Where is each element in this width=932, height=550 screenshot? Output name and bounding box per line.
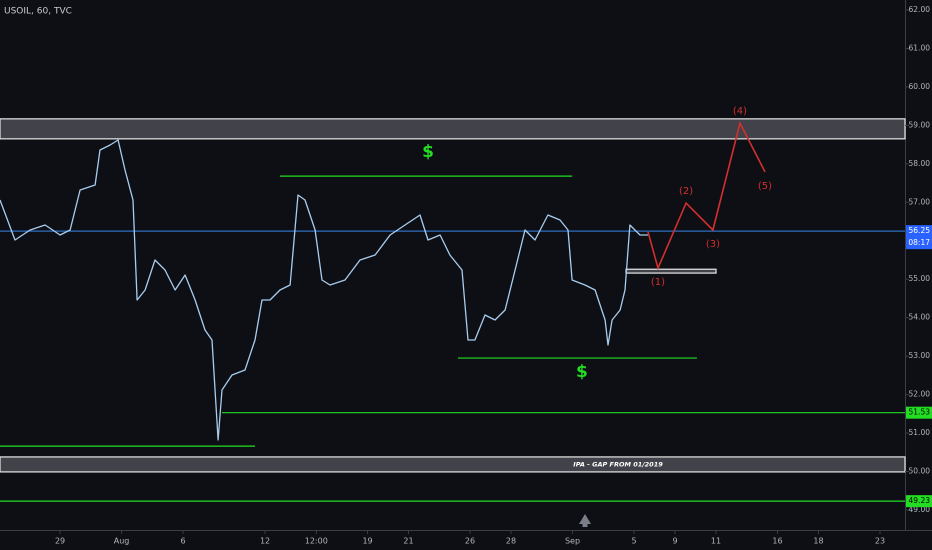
x-tick-label: 16: [772, 537, 782, 546]
wave-label: (4): [733, 106, 747, 117]
price-badge-label: 49.23: [909, 496, 931, 505]
x-tick-label: 26: [465, 537, 475, 546]
x-tick-label: 11: [711, 537, 721, 546]
x-tick-label: 28: [506, 537, 516, 546]
x-tick-label: 12: [260, 537, 270, 546]
price-badge: [906, 406, 932, 419]
y-tick-label: 62.00: [909, 5, 931, 14]
y-tick-label: 55.00: [909, 274, 931, 283]
zone: [625, 268, 717, 274]
zone: [0, 118, 906, 140]
wave-label: (5): [758, 181, 772, 192]
x-tick-label: 9: [672, 537, 677, 546]
x-tick-label: Aug: [114, 537, 130, 546]
wave-label: (3): [706, 239, 720, 250]
y-tick-label: 54.00: [909, 313, 931, 322]
annotation: $: [576, 362, 588, 382]
y-tick-label: 51.00: [909, 428, 931, 437]
y-tick-label: 52.00: [909, 390, 931, 399]
wave-label: (1): [651, 277, 665, 288]
x-tick-label: 6: [181, 537, 186, 546]
x-tick-label: 18: [813, 537, 823, 546]
x-tick-label: 19: [362, 537, 372, 546]
price-line: [0, 139, 648, 441]
annotation: $: [422, 142, 434, 162]
x-tick-label: 29: [55, 537, 65, 546]
x-tick-label: 5: [631, 537, 636, 546]
wave-label: (2): [679, 186, 693, 197]
price-badge-label: 51.53: [909, 408, 931, 417]
price-badge-label: 56.25: [909, 226, 931, 235]
chart-title: USOIL, 60, TVC: [4, 7, 72, 17]
zone-label: IPA - GAP FROM 01/2019: [573, 460, 663, 468]
y-tick-label: 59.00: [909, 120, 931, 129]
y-tick-label: 57.00: [909, 197, 931, 206]
forecast-line: [647, 120, 766, 271]
x-tick-label: 21: [403, 537, 413, 546]
countdown: 08:17: [908, 238, 930, 247]
y-tick-label: 60.00: [909, 82, 931, 91]
x-tick-label: 23: [875, 537, 885, 546]
y-tick-label: 49.00: [909, 505, 931, 514]
x-tick-label: Sep: [565, 537, 580, 546]
y-tick-label: 50.00: [909, 467, 931, 476]
price-badge: [906, 225, 932, 250]
scroll-icon[interactable]: [579, 514, 591, 527]
x-tick-label: 12:00: [305, 537, 328, 546]
zone: [0, 456, 906, 473]
y-tick-label: 53.00: [909, 351, 931, 360]
y-tick-label: 61.00: [909, 43, 931, 52]
y-tick-label: 58.00: [909, 159, 931, 168]
price-badge: [906, 495, 932, 508]
